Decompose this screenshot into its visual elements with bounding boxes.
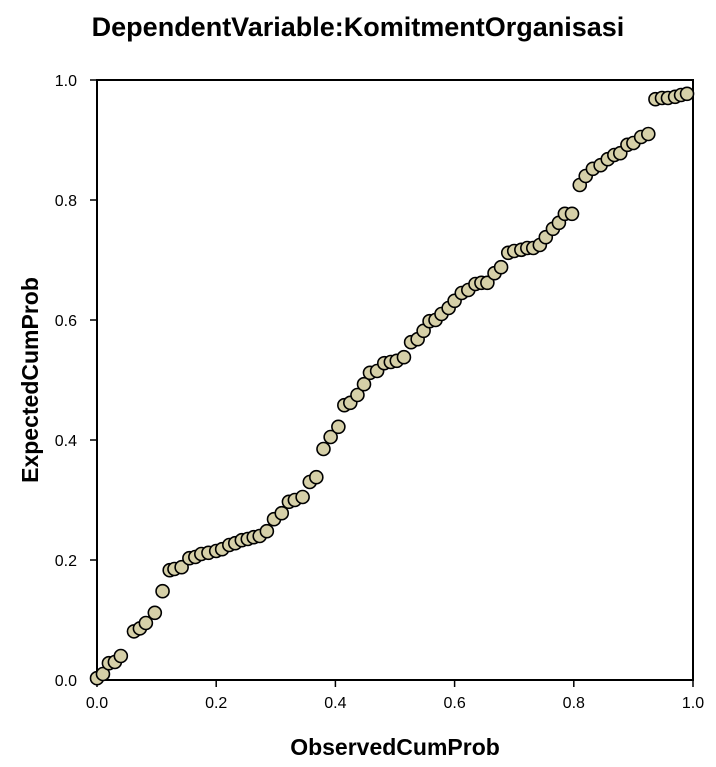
- x-tick-label: 0.0: [86, 695, 108, 712]
- data-point: [155, 583, 170, 599]
- data-point: [350, 387, 365, 403]
- data-points: [89, 86, 695, 686]
- y-tick-label: 0.2: [55, 553, 77, 570]
- data-point: [396, 349, 412, 365]
- x-tick-label: 0.8: [563, 695, 585, 712]
- y-axis-ticks: 0.0 0.2 0.4 0.6 0.8 1.0: [55, 73, 97, 690]
- y-axis-title: ExpectedCumProb: [17, 277, 43, 483]
- x-tick-label: 0.6: [443, 695, 465, 712]
- x-tick-label: 1.0: [682, 695, 704, 712]
- data-point: [356, 376, 372, 392]
- y-tick-label: 0.4: [55, 433, 77, 450]
- data-point: [147, 605, 163, 621]
- data-point: [679, 86, 695, 102]
- data-point: [174, 559, 189, 575]
- data-point: [138, 615, 154, 631]
- data-point: [480, 275, 495, 291]
- data-point: [274, 505, 290, 521]
- x-axis-ticks: 0.0 0.2 0.4 0.6 0.8 1.0: [86, 680, 704, 712]
- y-tick-label: 1.0: [55, 73, 77, 90]
- data-point: [95, 666, 111, 682]
- x-tick-label: 0.2: [205, 695, 227, 712]
- x-tick-label: 0.4: [324, 695, 346, 712]
- data-point: [493, 259, 509, 275]
- data-point: [564, 206, 580, 222]
- data-point: [113, 648, 129, 664]
- data-point: [640, 126, 656, 142]
- data-point: [309, 469, 324, 485]
- data-point: [295, 489, 310, 505]
- plot-frame: [96, 79, 694, 681]
- data-point: [259, 523, 275, 539]
- data-point: [323, 429, 338, 445]
- y-tick-label: 0.6: [55, 313, 77, 330]
- y-tick-label: 0.0: [55, 673, 77, 690]
- data-point: [331, 419, 346, 435]
- chart-title: DependentVariable:KomitmentOrganisasi: [91, 12, 625, 42]
- y-tick-label: 0.8: [55, 193, 77, 210]
- data-point: [316, 441, 331, 457]
- x-axis-title: ObservedCumProb: [290, 734, 500, 760]
